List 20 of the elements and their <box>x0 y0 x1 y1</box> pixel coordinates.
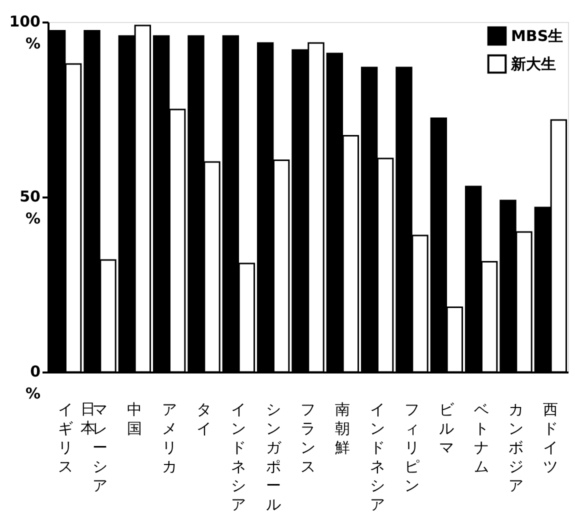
y-tick-label: 0 % <box>25 362 40 402</box>
x-tick-label: タイ <box>196 400 212 438</box>
x-tick-label: アメリカ <box>162 400 177 476</box>
x-tick-label: シンガポール <box>266 400 282 514</box>
legend-label: MBS生 <box>511 27 564 45</box>
x-tick-label: ベトナム <box>474 400 489 476</box>
text: 日本 <box>80 400 96 437</box>
legend-label: 新大生 <box>510 55 556 73</box>
x-tick-label: フランス <box>300 400 316 476</box>
x-tick-label: 西ドイツ <box>543 400 558 476</box>
x-tick-label: カンボジア <box>508 400 524 494</box>
x-tick-label: イギリス <box>58 400 73 476</box>
x-tick-label: フィリピン <box>404 400 420 494</box>
x-tick-label: インドネシア <box>231 400 246 514</box>
x-tick-label: ビルマ <box>439 400 456 456</box>
y-tick-label: 50 % <box>20 188 40 228</box>
x-tick-label: インドネシア <box>370 400 385 514</box>
x-tick-label: 南朝鮮 <box>335 400 350 456</box>
y-tick-label: 100 % <box>9 12 40 52</box>
x-tick-label: 中国 <box>127 400 142 438</box>
